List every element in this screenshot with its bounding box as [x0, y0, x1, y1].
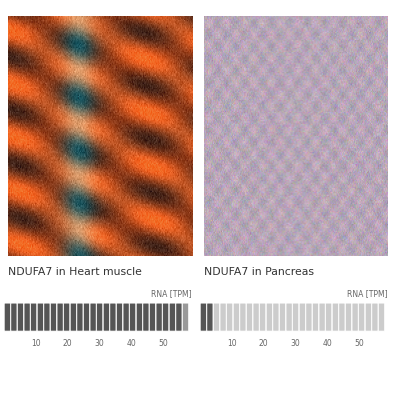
FancyBboxPatch shape: [156, 303, 162, 331]
FancyBboxPatch shape: [326, 303, 332, 331]
Text: NDUFA7 in Pancreas: NDUFA7 in Pancreas: [204, 267, 314, 277]
FancyBboxPatch shape: [293, 303, 299, 331]
FancyBboxPatch shape: [306, 303, 312, 331]
Text: 50: 50: [158, 339, 168, 348]
FancyBboxPatch shape: [200, 303, 206, 331]
FancyBboxPatch shape: [163, 303, 169, 331]
FancyBboxPatch shape: [352, 303, 358, 331]
FancyBboxPatch shape: [77, 303, 83, 331]
Text: 30: 30: [95, 339, 104, 348]
FancyBboxPatch shape: [253, 303, 259, 331]
FancyBboxPatch shape: [37, 303, 43, 331]
FancyBboxPatch shape: [84, 303, 90, 331]
FancyBboxPatch shape: [312, 303, 318, 331]
Text: 20: 20: [259, 339, 268, 348]
FancyBboxPatch shape: [372, 303, 378, 331]
FancyBboxPatch shape: [50, 303, 56, 331]
FancyBboxPatch shape: [70, 303, 76, 331]
FancyBboxPatch shape: [246, 303, 252, 331]
Text: 40: 40: [322, 339, 332, 348]
FancyBboxPatch shape: [18, 303, 24, 331]
FancyBboxPatch shape: [378, 303, 384, 331]
FancyBboxPatch shape: [227, 303, 233, 331]
FancyBboxPatch shape: [260, 303, 266, 331]
FancyBboxPatch shape: [11, 303, 17, 331]
FancyBboxPatch shape: [273, 303, 279, 331]
Text: 30: 30: [291, 339, 300, 348]
FancyBboxPatch shape: [31, 303, 37, 331]
FancyBboxPatch shape: [150, 303, 156, 331]
FancyBboxPatch shape: [365, 303, 371, 331]
FancyBboxPatch shape: [346, 303, 352, 331]
FancyBboxPatch shape: [266, 303, 272, 331]
FancyBboxPatch shape: [143, 303, 149, 331]
Text: RNA [TPM]: RNA [TPM]: [151, 290, 191, 298]
FancyBboxPatch shape: [339, 303, 345, 331]
FancyBboxPatch shape: [240, 303, 246, 331]
FancyBboxPatch shape: [116, 303, 122, 331]
Text: 10: 10: [31, 339, 41, 348]
FancyBboxPatch shape: [97, 303, 103, 331]
Text: 50: 50: [354, 339, 364, 348]
FancyBboxPatch shape: [24, 303, 30, 331]
Text: 40: 40: [126, 339, 136, 348]
FancyBboxPatch shape: [299, 303, 305, 331]
Text: NDUFA7 in Heart muscle: NDUFA7 in Heart muscle: [8, 267, 142, 277]
FancyBboxPatch shape: [130, 303, 136, 331]
FancyBboxPatch shape: [90, 303, 96, 331]
FancyBboxPatch shape: [182, 303, 188, 331]
FancyBboxPatch shape: [319, 303, 325, 331]
FancyBboxPatch shape: [220, 303, 226, 331]
FancyBboxPatch shape: [214, 303, 220, 331]
Text: RNA [TPM]: RNA [TPM]: [347, 290, 387, 298]
FancyBboxPatch shape: [64, 303, 70, 331]
FancyBboxPatch shape: [207, 303, 213, 331]
FancyBboxPatch shape: [110, 303, 116, 331]
FancyBboxPatch shape: [233, 303, 239, 331]
FancyBboxPatch shape: [286, 303, 292, 331]
FancyBboxPatch shape: [176, 303, 182, 331]
Text: 10: 10: [227, 339, 237, 348]
FancyBboxPatch shape: [359, 303, 365, 331]
FancyBboxPatch shape: [57, 303, 63, 331]
FancyBboxPatch shape: [169, 303, 175, 331]
FancyBboxPatch shape: [332, 303, 338, 331]
Text: 20: 20: [63, 339, 72, 348]
FancyBboxPatch shape: [4, 303, 10, 331]
FancyBboxPatch shape: [136, 303, 142, 331]
FancyBboxPatch shape: [103, 303, 109, 331]
FancyBboxPatch shape: [123, 303, 129, 331]
FancyBboxPatch shape: [280, 303, 286, 331]
FancyBboxPatch shape: [44, 303, 50, 331]
